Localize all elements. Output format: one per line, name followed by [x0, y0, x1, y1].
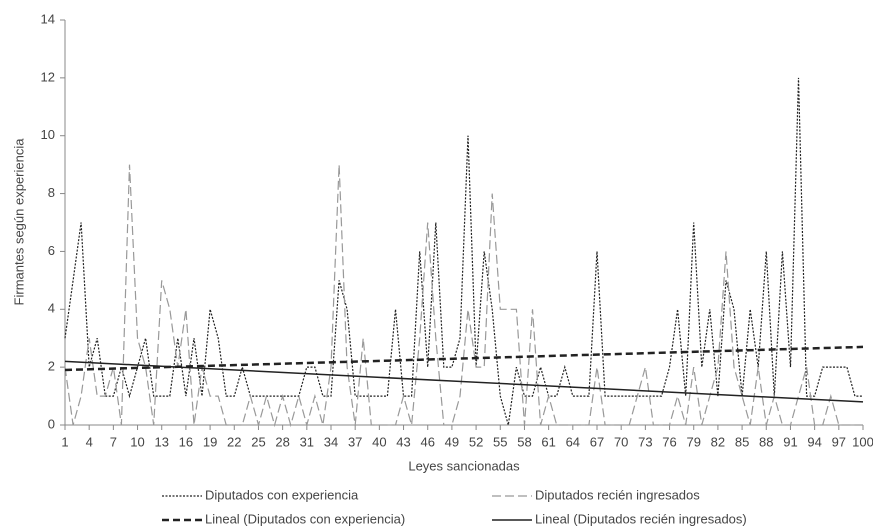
x-tick-label: 25: [251, 434, 265, 449]
y-tick-label: 0: [48, 416, 55, 431]
y-tick-label: 8: [48, 185, 55, 200]
x-tick-label: 94: [807, 434, 821, 449]
x-tick-label: 46: [420, 434, 434, 449]
x-tick-label: 31: [300, 434, 314, 449]
x-tick-label: 37: [348, 434, 362, 449]
x-tick-label: 58: [517, 434, 531, 449]
x-tick-label: 49: [445, 434, 459, 449]
x-tick-label: 82: [711, 434, 725, 449]
x-tick-label: 28: [275, 434, 289, 449]
x-tick-label: 100: [852, 434, 873, 449]
y-tick-label: 4: [48, 301, 55, 316]
x-tick-label: 34: [324, 434, 338, 449]
x-tick-label: 76: [662, 434, 676, 449]
y-axis-label: Firmantes según experiencia: [11, 138, 26, 306]
legend-label: Lineal (Diputados recién ingresados): [535, 511, 747, 526]
x-tick-label: 79: [686, 434, 700, 449]
x-tick-label: 97: [832, 434, 846, 449]
x-tick-label: 4: [86, 434, 93, 449]
x-tick-label: 10: [130, 434, 144, 449]
x-tick-label: 55: [493, 434, 507, 449]
x-tick-label: 85: [735, 434, 749, 449]
x-tick-label: 43: [396, 434, 410, 449]
x-tick-label: 16: [179, 434, 193, 449]
x-tick-label: 22: [227, 434, 241, 449]
legend-label: Lineal (Diputados con experiencia): [205, 511, 405, 526]
y-tick-label: 10: [41, 127, 55, 142]
y-tick-label: 12: [41, 69, 55, 84]
y-tick-label: 14: [41, 11, 55, 26]
x-tick-label: 91: [783, 434, 797, 449]
legend-label: Diputados con experiencia: [205, 487, 359, 502]
x-tick-label: 67: [590, 434, 604, 449]
x-tick-label: 70: [614, 434, 628, 449]
x-tick-label: 1: [61, 434, 68, 449]
y-tick-label: 6: [48, 243, 55, 258]
x-tick-label: 64: [566, 434, 580, 449]
x-tick-label: 52: [469, 434, 483, 449]
series-line: [64, 164, 863, 428]
x-axis-label: Leyes sancionadas: [408, 458, 520, 473]
x-tick-label: 40: [372, 434, 386, 449]
legend-label: Diputados recién ingresados: [535, 487, 700, 502]
x-tick-label: 61: [541, 434, 555, 449]
x-tick-label: 88: [759, 434, 773, 449]
series-line: [64, 360, 864, 403]
y-tick-label: 2: [48, 359, 55, 374]
x-tick-label: 73: [638, 434, 652, 449]
x-tick-label: 7: [110, 434, 117, 449]
series-line: [64, 77, 863, 426]
x-tick-label: 13: [154, 434, 168, 449]
x-tick-label: 19: [203, 434, 217, 449]
series-line: [64, 345, 864, 372]
